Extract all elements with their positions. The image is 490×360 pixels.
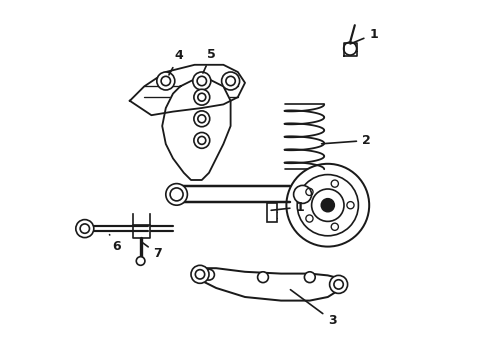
Text: 7: 7 — [143, 243, 162, 260]
Text: 4: 4 — [169, 49, 184, 75]
Polygon shape — [130, 65, 245, 115]
Text: 2: 2 — [321, 134, 371, 147]
FancyBboxPatch shape — [267, 203, 277, 222]
Text: 1: 1 — [350, 28, 378, 44]
Circle shape — [76, 220, 94, 238]
Polygon shape — [195, 268, 342, 301]
Circle shape — [304, 272, 315, 283]
Circle shape — [193, 72, 211, 90]
Circle shape — [136, 257, 145, 265]
Circle shape — [286, 164, 369, 247]
Text: 1: 1 — [271, 201, 304, 213]
Circle shape — [166, 184, 187, 205]
Circle shape — [204, 269, 215, 280]
Circle shape — [343, 42, 357, 55]
Circle shape — [258, 272, 269, 283]
Text: 6: 6 — [110, 235, 121, 253]
Circle shape — [191, 265, 209, 283]
Circle shape — [330, 275, 347, 293]
Circle shape — [321, 199, 334, 212]
Circle shape — [221, 72, 240, 90]
Circle shape — [194, 111, 210, 127]
Circle shape — [194, 89, 210, 105]
Circle shape — [157, 72, 175, 90]
Text: 3: 3 — [291, 290, 337, 327]
Circle shape — [194, 132, 210, 148]
Circle shape — [294, 185, 312, 203]
Text: 5: 5 — [203, 48, 216, 73]
Polygon shape — [162, 79, 231, 180]
